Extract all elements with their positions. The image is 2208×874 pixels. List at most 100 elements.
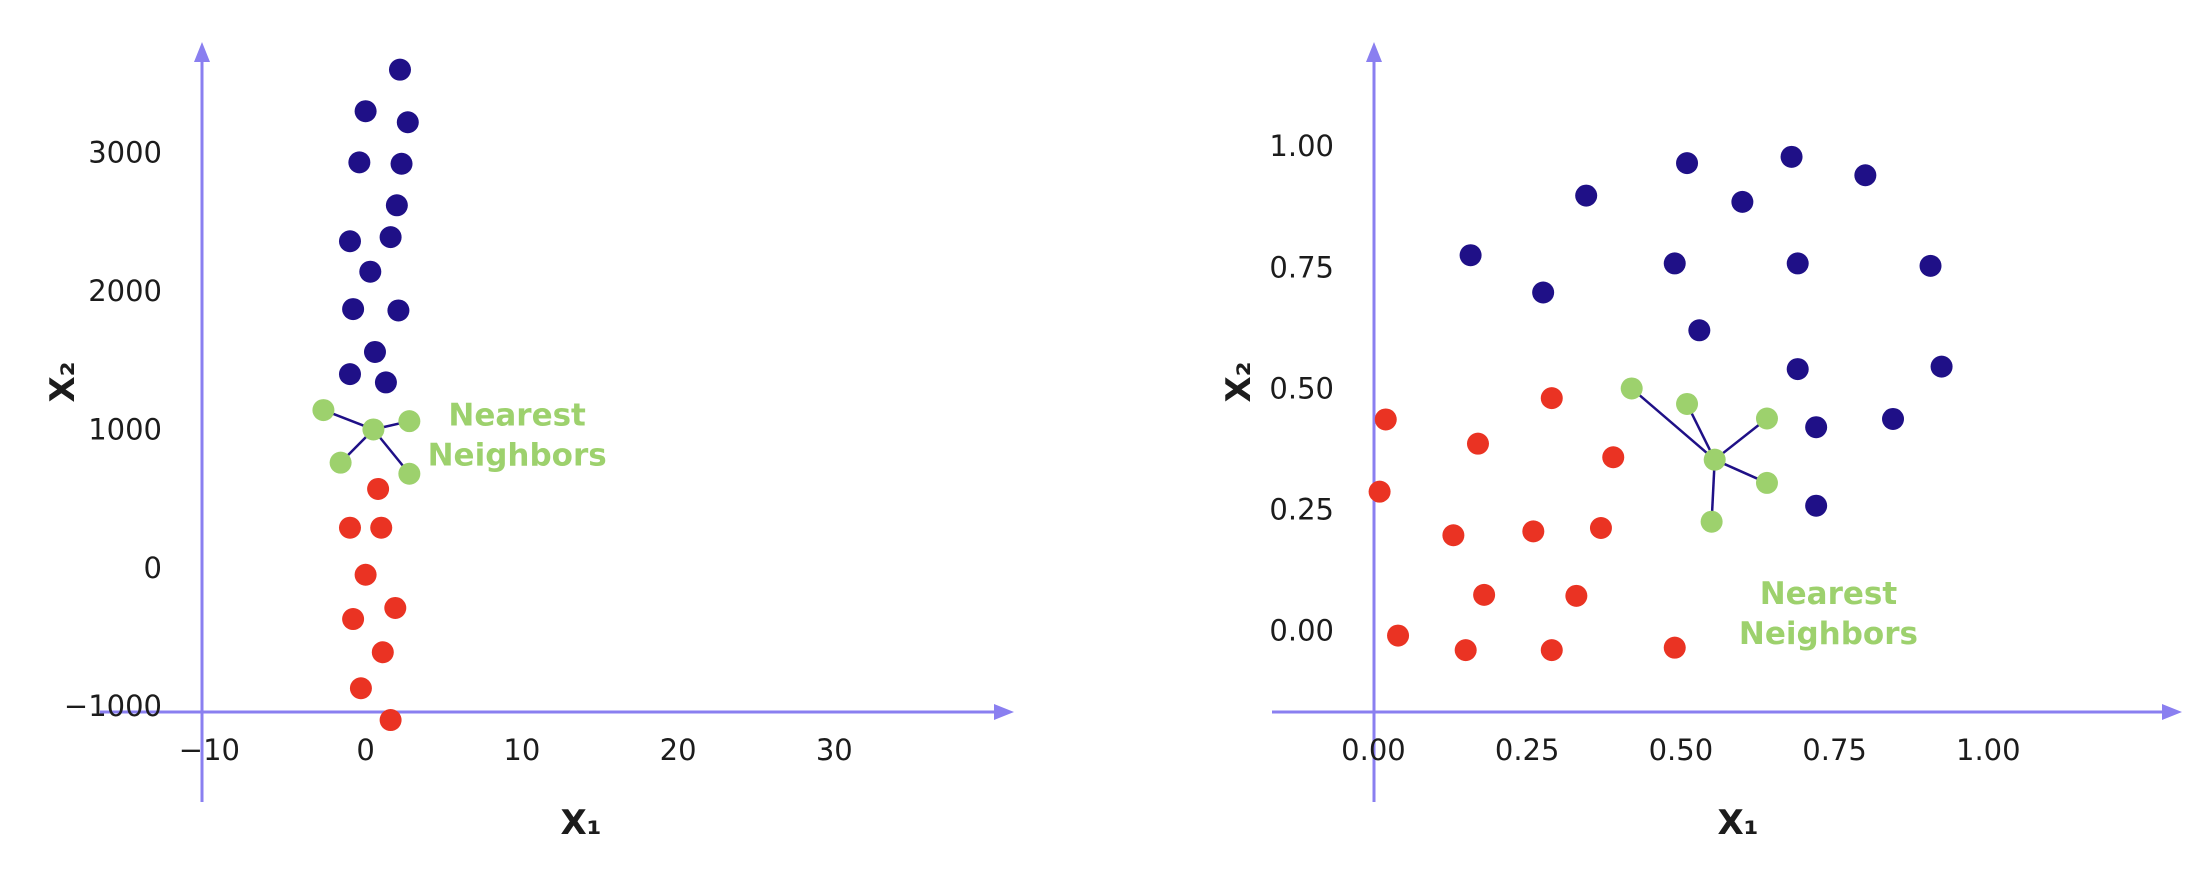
class-a-point — [1532, 281, 1555, 304]
class-a-point — [338, 230, 361, 253]
query-point — [1703, 448, 1726, 471]
class-b-point — [342, 608, 365, 631]
left-scatter-points — [312, 58, 421, 732]
right-neighbor-edges — [1630, 387, 1768, 522]
class-a-point — [1688, 319, 1711, 342]
y-tick-label: 0.00 — [1269, 614, 1334, 648]
class-a-point — [396, 111, 419, 134]
class-b-point — [1540, 387, 1563, 410]
left-axis-titles: X₁ X₂ — [43, 361, 602, 843]
x-tick-label: 0.00 — [1341, 733, 1406, 767]
left-y-axis-title: X₂ — [43, 361, 83, 402]
neighbor-edge — [1713, 417, 1768, 461]
x-axis-arrow — [994, 704, 1014, 720]
x-tick-label: 1.00 — [1956, 733, 2021, 767]
left-annotation-line-2: Neighbors — [428, 437, 607, 473]
y-tick-label: 0.75 — [1269, 250, 1334, 284]
class-a-point — [388, 58, 411, 81]
class-a-point — [1731, 190, 1754, 213]
class-a-point — [359, 260, 382, 283]
class-b-point — [354, 563, 377, 586]
class-b-point — [1565, 584, 1588, 607]
y-tick-label: 3000 — [88, 136, 162, 170]
class-a-point — [1780, 145, 1803, 168]
class-b-point — [1387, 624, 1410, 647]
right-axes — [1272, 42, 2182, 802]
neighbor-point — [398, 462, 421, 485]
neighbor-point — [1755, 471, 1778, 494]
neighbor-point — [398, 410, 421, 433]
right-panel-scaled: 0.00 0.25 0.50 0.75 1.00 0.00 0.25 0.50 0.75 1.00… — [1219, 42, 2182, 843]
class-b-point — [338, 516, 361, 539]
class-b-point — [1540, 639, 1563, 662]
y-tick-label: 0.50 — [1269, 371, 1334, 405]
class-a-point — [1459, 244, 1482, 267]
class-a-point — [1805, 416, 1828, 439]
class-a-point — [1854, 164, 1877, 187]
class-a-point — [1919, 254, 1942, 277]
x-tick-label: 20 — [660, 733, 697, 767]
class-a-point — [1930, 355, 1953, 378]
y-tick-label: −1000 — [64, 689, 162, 723]
neighbor-point — [312, 399, 335, 422]
class-a-point — [348, 151, 371, 174]
neighbor-point — [1620, 377, 1643, 400]
neighbor-point — [329, 451, 352, 474]
class-a-point — [354, 100, 377, 123]
left-x-axis-title: X₁ — [560, 803, 601, 843]
y-axis-arrow — [1366, 42, 1382, 62]
class-a-point — [1805, 494, 1828, 517]
class-a-point — [1786, 358, 1809, 381]
right-scatter-points — [1368, 145, 1953, 662]
class-b-point — [1602, 446, 1625, 469]
class-b-point — [367, 477, 390, 500]
y-tick-label: 0 — [144, 551, 162, 585]
left-panel-unscaled: −10 0 10 20 30 −1000 0 1000 2000 3000 X₁ X₂ Neare… — [43, 42, 1014, 843]
x-tick-label: 0.25 — [1495, 733, 1560, 767]
left-tick-labels: −10 0 10 20 30 −1000 0 1000 2000 3000 — [64, 136, 853, 767]
class-b-point — [1522, 520, 1545, 543]
right-y-axis-title: X₂ — [1219, 361, 1259, 402]
y-tick-label: 0.25 — [1269, 493, 1334, 527]
left-annotation-line-1: Nearest — [448, 397, 586, 433]
right-annotation-line-1: Nearest — [1760, 576, 1898, 612]
x-axis-arrow — [2162, 704, 2182, 720]
y-axis-arrow — [194, 42, 210, 62]
left-axes — [100, 42, 1014, 802]
right-x-axis-title: X₁ — [1717, 803, 1758, 843]
class-a-point — [390, 152, 413, 175]
x-tick-label: −10 — [179, 733, 240, 767]
y-tick-label: 1000 — [88, 412, 162, 446]
x-tick-label: 0.75 — [1802, 733, 1867, 767]
class-b-point — [1374, 408, 1397, 431]
x-tick-label: 0 — [356, 733, 374, 767]
class-a-point — [1786, 252, 1809, 275]
class-b-point — [1663, 636, 1686, 659]
neighbor-point — [1755, 407, 1778, 430]
class-a-point — [363, 340, 386, 363]
left-nearest-neighbors-label: Nearest Neighbors — [428, 397, 607, 473]
right-axis-titles: X₁ X₂ — [1219, 361, 1759, 843]
neighbor-point — [1700, 510, 1723, 533]
class-a-point — [1663, 252, 1686, 275]
class-b-point — [371, 641, 394, 664]
right-tick-labels: 0.00 0.25 0.50 0.75 1.00 0.00 0.25 0.50 0.75 1.00 — [1269, 129, 2020, 767]
class-a-point — [338, 363, 361, 386]
y-tick-label: 2000 — [88, 274, 162, 308]
x-tick-label: 0.50 — [1649, 733, 1714, 767]
neighbor-point — [1676, 392, 1699, 415]
class-b-point — [1589, 516, 1612, 539]
class-a-point — [387, 299, 410, 322]
class-a-point — [1882, 407, 1905, 430]
class-a-point — [1575, 184, 1598, 207]
class-a-point — [342, 298, 365, 321]
x-tick-label: 10 — [503, 733, 540, 767]
right-annotation-line-2: Neighbors — [1739, 616, 1918, 652]
class-a-point — [385, 194, 408, 217]
class-b-point — [1442, 524, 1465, 547]
class-b-point — [379, 709, 402, 732]
class-a-point — [1676, 152, 1699, 175]
class-b-point — [1454, 639, 1477, 662]
class-a-point — [379, 226, 402, 249]
